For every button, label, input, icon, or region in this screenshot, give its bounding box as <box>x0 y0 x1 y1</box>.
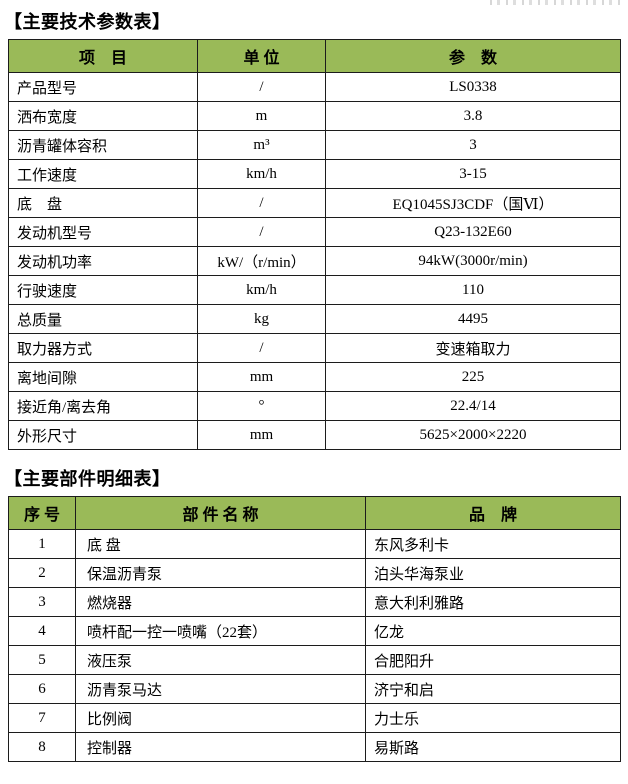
param-value: 225 <box>325 362 621 392</box>
table-row: 洒布宽度 m 3.8 <box>8 101 621 131</box>
params-header-item: 项 目 <box>8 39 198 73</box>
param-item: 发动机功率 <box>8 246 198 276</box>
param-item: 接近角/离去角 <box>8 391 198 421</box>
component-name: 沥青泵马达 <box>75 674 366 704</box>
table-row: 4 喷杆配一控一喷嘴（22套） 亿龙 <box>8 616 621 646</box>
component-name: 控制器 <box>75 732 366 762</box>
component-no: 3 <box>8 587 76 617</box>
param-unit: mm <box>197 420 326 450</box>
param-value: 3-15 <box>325 159 621 189</box>
table-row: 沥青罐体容积 m³ 3 <box>8 130 621 160</box>
param-value: 5625×2000×2220 <box>325 420 621 450</box>
component-name: 保温沥青泵 <box>75 558 366 588</box>
component-brand: 力士乐 <box>365 703 621 733</box>
table-row: 8 控制器 易斯路 <box>8 732 621 762</box>
param-unit: km/h <box>197 275 326 305</box>
table-row: 产品型号 / LS0338 <box>8 72 621 102</box>
param-item: 外形尺寸 <box>8 420 198 450</box>
param-value: Q23-132E60 <box>325 217 621 247</box>
table-row: 行驶速度 km/h 110 <box>8 275 621 305</box>
components-header-row: 序 号 部 件 名 称 品 牌 <box>8 496 621 530</box>
param-item: 工作速度 <box>8 159 198 189</box>
param-unit: m³ <box>197 130 326 160</box>
param-unit: / <box>197 72 326 102</box>
component-name: 喷杆配一控一喷嘴（22套） <box>75 616 366 646</box>
table-row: 6 沥青泵马达 济宁和启 <box>8 674 621 704</box>
param-unit: mm <box>197 362 326 392</box>
param-item: 洒布宽度 <box>8 101 198 131</box>
param-unit: / <box>197 217 326 247</box>
param-item: 取力器方式 <box>8 333 198 363</box>
param-item: 沥青罐体容积 <box>8 130 198 160</box>
param-unit: m <box>197 101 326 131</box>
component-no: 8 <box>8 732 76 762</box>
param-item: 产品型号 <box>8 72 198 102</box>
param-unit: kg <box>197 304 326 334</box>
param-item: 底 盘 <box>8 188 198 218</box>
component-brand: 泊头华海泵业 <box>365 558 621 588</box>
component-name: 燃烧器 <box>75 587 366 617</box>
table-row: 接近角/离去角 ° 22.4/14 <box>8 391 621 421</box>
param-value: 110 <box>325 275 621 305</box>
component-no: 4 <box>8 616 76 646</box>
param-unit: kW/（r/min） <box>197 246 326 276</box>
component-no: 5 <box>8 645 76 675</box>
components-header-brand: 品 牌 <box>365 496 621 530</box>
param-item: 离地间隙 <box>8 362 198 392</box>
table-row: 3 燃烧器 意大利利雅路 <box>8 587 621 617</box>
table-row: 1 底 盘 东风多利卡 <box>8 529 621 559</box>
component-name: 比例阀 <box>75 703 366 733</box>
components-header-no: 序 号 <box>8 496 76 530</box>
components-table-title: 【主要部件明细表】 <box>4 469 171 489</box>
param-value: 3 <box>325 130 621 160</box>
component-brand: 易斯路 <box>365 732 621 762</box>
param-value: LS0338 <box>325 72 621 102</box>
components-header-name: 部 件 名 称 <box>75 496 366 530</box>
table-row: 发动机型号 / Q23-132E60 <box>8 217 621 247</box>
components-table: 序 号 部 件 名 称 品 牌 1 底 盘 东风多利卡 2 保温沥青泵 泊头华海… <box>8 496 621 762</box>
component-name: 底 盘 <box>75 529 366 559</box>
component-no: 1 <box>8 529 76 559</box>
params-header-unit: 单 位 <box>197 39 326 73</box>
param-unit: ° <box>197 391 326 421</box>
table-row: 5 液压泵 合肥阳升 <box>8 645 621 675</box>
param-value: 3.8 <box>325 101 621 131</box>
technical-parameters-table: 项 目 单 位 参 数 产品型号 / LS0338 洒布宽度 m 3.8 沥青罐… <box>8 39 621 450</box>
component-no: 7 <box>8 703 76 733</box>
component-brand: 亿龙 <box>365 616 621 646</box>
param-value: EQ1045SJ3CDF（国Ⅵ） <box>325 188 621 218</box>
param-item: 发动机型号 <box>8 217 198 247</box>
table-row: 底 盘 / EQ1045SJ3CDF（国Ⅵ） <box>8 188 621 218</box>
table-row: 2 保温沥青泵 泊头华海泵业 <box>8 558 621 588</box>
table-row: 7 比例阀 力士乐 <box>8 703 621 733</box>
component-no: 6 <box>8 674 76 704</box>
param-unit: km/h <box>197 159 326 189</box>
component-name: 液压泵 <box>75 645 366 675</box>
component-brand: 合肥阳升 <box>365 645 621 675</box>
cropped-watermark-fragment <box>490 0 620 5</box>
param-value: 94kW(3000r/min) <box>325 246 621 276</box>
table-row: 离地间隙 mm 225 <box>8 362 621 392</box>
table-row: 工作速度 km/h 3-15 <box>8 159 621 189</box>
param-item: 总质量 <box>8 304 198 334</box>
param-value: 4495 <box>325 304 621 334</box>
params-header-value: 参 数 <box>325 39 621 73</box>
component-brand: 济宁和启 <box>365 674 621 704</box>
param-value: 变速箱取力 <box>325 333 621 363</box>
params-table-title: 【主要技术参数表】 <box>4 12 171 32</box>
param-value: 22.4/14 <box>325 391 621 421</box>
param-unit: / <box>197 333 326 363</box>
param-item: 行驶速度 <box>8 275 198 305</box>
component-brand: 意大利利雅路 <box>365 587 621 617</box>
params-header-row: 项 目 单 位 参 数 <box>8 39 621 73</box>
param-unit: / <box>197 188 326 218</box>
table-row: 外形尺寸 mm 5625×2000×2220 <box>8 420 621 450</box>
table-row: 取力器方式 / 变速箱取力 <box>8 333 621 363</box>
component-no: 2 <box>8 558 76 588</box>
component-brand: 东风多利卡 <box>365 529 621 559</box>
table-row: 发动机功率 kW/（r/min） 94kW(3000r/min) <box>8 246 621 276</box>
table-row: 总质量 kg 4495 <box>8 304 621 334</box>
